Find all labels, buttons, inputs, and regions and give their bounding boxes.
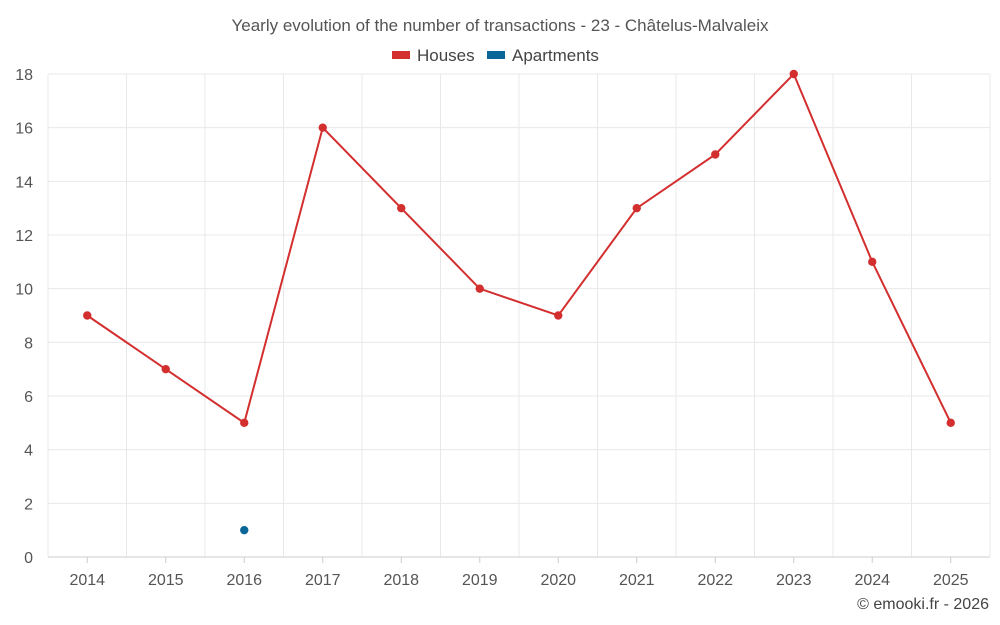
data-point-houses[interactable] [83, 311, 92, 320]
x-tick-label: 2025 [933, 572, 969, 589]
data-point-houses[interactable] [711, 150, 720, 159]
data-point-houses[interactable] [946, 418, 955, 428]
x-tick-label: 2021 [619, 572, 655, 589]
x-tick-label: 2016 [226, 572, 262, 589]
data-point-houses[interactable] [554, 311, 563, 320]
y-tick-label: 6 [24, 389, 33, 406]
x-tick-label: 2022 [697, 572, 733, 589]
y-tick-label: 12 [15, 228, 33, 245]
data-point-houses[interactable] [475, 284, 484, 293]
legend-swatch-houses [392, 51, 410, 59]
y-tick-label: 18 [15, 67, 33, 84]
x-tick-label: 2018 [383, 572, 419, 589]
data-point-apartments[interactable] [240, 525, 249, 535]
y-tick-label: 4 [24, 443, 33, 460]
y-tick-label: 10 [15, 282, 33, 299]
data-point-houses[interactable] [161, 364, 170, 374]
y-axis: 0 2 4 6 8 10 12 14 16 18 [15, 67, 33, 567]
y-tick-label: 16 [15, 121, 33, 138]
legend: Houses Apartments [392, 46, 599, 65]
data-point-houses[interactable] [868, 257, 877, 267]
legend-swatch-apartments [487, 51, 505, 59]
data-point-houses[interactable] [318, 123, 327, 132]
series [83, 69, 955, 535]
x-tick-label: 2020 [540, 572, 576, 589]
chart-title: Yearly evolution of the number of transa… [231, 16, 769, 35]
x-tick-label: 2014 [69, 572, 105, 589]
series-line-houses [86, 72, 952, 425]
x-tick-label: 2015 [148, 572, 184, 589]
y-tick-label: 2 [24, 496, 33, 513]
y-tick-label: 0 [24, 550, 33, 567]
y-tick-label: 8 [24, 335, 33, 352]
data-point-houses[interactable] [240, 418, 249, 428]
legend-item-houses[interactable]: Houses [392, 46, 475, 65]
data-point-houses[interactable] [789, 69, 798, 79]
data-point-houses[interactable] [397, 203, 406, 213]
data-point-houses[interactable] [632, 203, 641, 213]
x-tick-label: 2017 [305, 572, 341, 589]
x-axis: 2014 2015 2016 2017 2018 2019 2020 2021 2022 2023… [48, 556, 990, 589]
legend-label-houses: Houses [417, 46, 475, 65]
y-tick-label: 14 [15, 174, 33, 191]
grid [47, 73, 991, 557]
x-tick-label: 2023 [776, 572, 812, 589]
legend-label-apartments: Apartments [512, 46, 599, 65]
x-tick-label: 2024 [854, 572, 890, 589]
credit-text: © emooki.fr - 2026 [857, 596, 989, 613]
x-tick-label: 2019 [462, 572, 498, 589]
legend-item-apartments[interactable]: Apartments [487, 46, 599, 65]
